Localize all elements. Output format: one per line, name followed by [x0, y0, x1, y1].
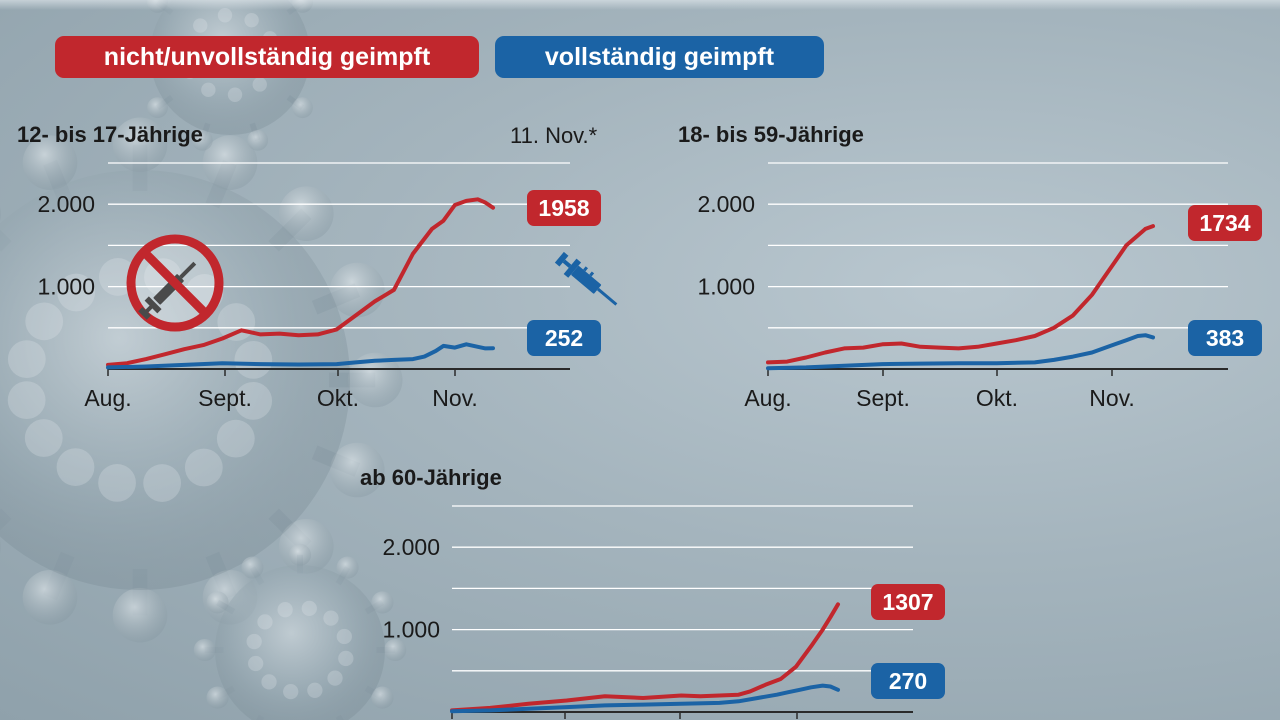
- end-badge-unvaccinated: [527, 190, 601, 226]
- top-fade: [0, 0, 1280, 10]
- chart-title-12-17: 12- bis 17-Jährige: [17, 122, 203, 147]
- x-tick-label: Nov.: [432, 385, 478, 411]
- end-badge-vaccinated: [1188, 320, 1262, 356]
- chart-title-18-59: 18- bis 59-Jährige: [678, 122, 864, 147]
- series-line-unvaccinated: [450, 602, 840, 713]
- chart-12-17: 2.000 1.000 Aug. Sept. Okt. Nov. 1958 252: [37, 162, 601, 411]
- virus-particle: [193, 543, 407, 720]
- y-tick-label: 1.000: [37, 274, 95, 300]
- series-line-vaccinated: [106, 342, 495, 370]
- legend-vaccinated: vollständig geimpft: [495, 36, 824, 78]
- x-tick-label: Okt.: [976, 385, 1018, 411]
- series-line-vaccinated: [450, 683, 840, 714]
- end-badge-unvaccinated: [1188, 205, 1262, 241]
- chart-60-plus: 2.000 1.000 1307 270: [382, 505, 945, 719]
- series-line-unvaccinated: [766, 224, 1155, 365]
- end-label-vaccinated: 270: [889, 668, 927, 694]
- x-tick-label: Aug.: [84, 385, 131, 411]
- end-label-vaccinated: 383: [1206, 325, 1244, 351]
- x-tick-label: Okt.: [317, 385, 359, 411]
- no-vaccine-icon: [126, 234, 224, 332]
- legend-unvaccinated: nicht/unvollständig geimpft: [55, 36, 479, 78]
- y-tick-label: 2.000: [37, 191, 95, 217]
- end-label-unvaccinated: 1307: [882, 589, 933, 615]
- end-label-unvaccinated: 1734: [1199, 210, 1250, 236]
- end-badge-vaccinated: [527, 320, 601, 356]
- y-tick-label: 1.000: [697, 274, 755, 300]
- y-tick-label: 2.000: [382, 534, 440, 560]
- series-line-vaccinated: [766, 333, 1155, 371]
- syringe-icon: [554, 251, 618, 306]
- end-label-vaccinated: 252: [545, 325, 583, 351]
- y-tick-label: 2.000: [697, 191, 755, 217]
- x-tick-label: Nov.: [1089, 385, 1135, 411]
- x-tick-label: Aug.: [744, 385, 791, 411]
- chart-18-59: 2.000 1.000 Aug. Sept. Okt. Nov. 1734 383: [697, 162, 1262, 411]
- end-badge-vaccinated: [871, 663, 945, 699]
- x-tick-label: Sept.: [856, 385, 910, 411]
- virus-particle: [0, 117, 403, 643]
- x-tick-label: Sept.: [198, 385, 252, 411]
- series-line-unvaccinated: [106, 197, 495, 367]
- end-badge-unvaccinated: [871, 584, 945, 620]
- end-label-unvaccinated: 1958: [538, 195, 589, 221]
- date-note: 11. Nov.*: [510, 123, 598, 148]
- y-tick-label: 1.000: [382, 617, 440, 643]
- chart-title-60-plus: ab 60-Jährige: [360, 465, 502, 490]
